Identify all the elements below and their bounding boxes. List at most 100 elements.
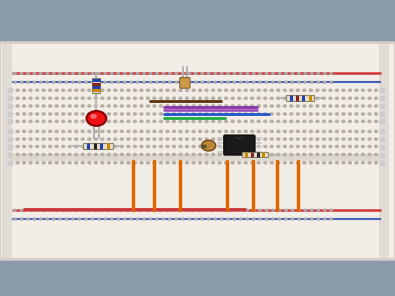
Circle shape bbox=[240, 209, 242, 211]
Circle shape bbox=[29, 145, 32, 148]
Circle shape bbox=[117, 218, 119, 220]
Circle shape bbox=[335, 130, 339, 133]
Circle shape bbox=[127, 113, 130, 115]
Circle shape bbox=[160, 105, 162, 107]
Circle shape bbox=[238, 130, 241, 133]
Circle shape bbox=[251, 130, 254, 133]
Circle shape bbox=[186, 89, 188, 91]
Circle shape bbox=[49, 89, 52, 91]
Circle shape bbox=[194, 218, 197, 220]
Circle shape bbox=[20, 218, 23, 220]
Circle shape bbox=[33, 81, 36, 83]
Circle shape bbox=[290, 145, 293, 148]
Circle shape bbox=[9, 138, 13, 140]
Circle shape bbox=[81, 89, 84, 91]
Circle shape bbox=[36, 89, 39, 91]
Circle shape bbox=[107, 89, 110, 91]
Circle shape bbox=[55, 89, 58, 91]
Circle shape bbox=[75, 145, 78, 148]
Circle shape bbox=[160, 120, 162, 123]
Circle shape bbox=[277, 145, 280, 148]
Circle shape bbox=[298, 218, 300, 220]
Circle shape bbox=[91, 81, 94, 83]
Circle shape bbox=[303, 162, 306, 164]
Circle shape bbox=[140, 113, 143, 115]
Circle shape bbox=[238, 120, 241, 123]
Circle shape bbox=[238, 145, 241, 148]
Circle shape bbox=[149, 218, 152, 220]
Circle shape bbox=[120, 89, 123, 91]
Circle shape bbox=[120, 113, 123, 115]
Circle shape bbox=[264, 138, 267, 140]
Circle shape bbox=[134, 89, 136, 91]
Circle shape bbox=[166, 130, 169, 133]
Circle shape bbox=[296, 113, 299, 115]
Circle shape bbox=[218, 145, 221, 148]
Circle shape bbox=[322, 162, 325, 164]
Circle shape bbox=[291, 73, 293, 74]
Circle shape bbox=[88, 130, 91, 133]
Circle shape bbox=[88, 97, 91, 99]
Circle shape bbox=[55, 130, 58, 133]
Circle shape bbox=[107, 105, 110, 107]
Circle shape bbox=[252, 209, 255, 211]
Circle shape bbox=[134, 162, 136, 164]
Circle shape bbox=[68, 97, 71, 99]
Circle shape bbox=[324, 81, 326, 83]
Circle shape bbox=[9, 145, 13, 148]
Circle shape bbox=[316, 97, 319, 99]
Circle shape bbox=[104, 81, 107, 83]
Circle shape bbox=[9, 89, 13, 91]
Circle shape bbox=[251, 113, 254, 115]
Circle shape bbox=[329, 89, 332, 91]
Circle shape bbox=[49, 138, 52, 140]
Circle shape bbox=[317, 209, 320, 211]
Circle shape bbox=[120, 145, 123, 148]
Circle shape bbox=[153, 153, 156, 156]
Circle shape bbox=[186, 145, 188, 148]
Circle shape bbox=[291, 218, 293, 220]
Circle shape bbox=[251, 153, 254, 156]
Circle shape bbox=[205, 145, 208, 148]
Circle shape bbox=[225, 89, 228, 91]
Circle shape bbox=[186, 138, 188, 140]
Circle shape bbox=[310, 209, 313, 211]
Circle shape bbox=[85, 81, 87, 83]
Circle shape bbox=[160, 89, 162, 91]
Circle shape bbox=[355, 130, 358, 133]
Circle shape bbox=[36, 97, 39, 99]
Circle shape bbox=[244, 138, 247, 140]
Circle shape bbox=[192, 97, 195, 99]
Circle shape bbox=[335, 97, 339, 99]
Circle shape bbox=[16, 97, 19, 99]
Circle shape bbox=[46, 209, 49, 211]
Circle shape bbox=[238, 153, 241, 156]
Circle shape bbox=[361, 113, 365, 115]
Circle shape bbox=[42, 97, 45, 99]
Circle shape bbox=[205, 162, 208, 164]
Circle shape bbox=[303, 130, 306, 133]
Circle shape bbox=[55, 145, 58, 148]
Circle shape bbox=[368, 130, 371, 133]
Circle shape bbox=[29, 105, 32, 107]
Circle shape bbox=[107, 153, 110, 156]
Circle shape bbox=[212, 120, 214, 123]
Circle shape bbox=[298, 73, 300, 74]
Circle shape bbox=[290, 153, 293, 156]
Bar bbox=[10, 154, 383, 161]
Circle shape bbox=[218, 97, 221, 99]
Circle shape bbox=[335, 145, 339, 148]
Circle shape bbox=[55, 97, 58, 99]
Circle shape bbox=[55, 138, 58, 140]
Circle shape bbox=[225, 145, 228, 148]
Circle shape bbox=[342, 145, 345, 148]
Circle shape bbox=[85, 73, 87, 74]
Polygon shape bbox=[286, 95, 314, 101]
Circle shape bbox=[186, 130, 188, 133]
Circle shape bbox=[114, 89, 117, 91]
Circle shape bbox=[257, 153, 260, 156]
Circle shape bbox=[309, 113, 312, 115]
Circle shape bbox=[329, 153, 332, 156]
Circle shape bbox=[66, 209, 68, 211]
Circle shape bbox=[49, 113, 52, 115]
